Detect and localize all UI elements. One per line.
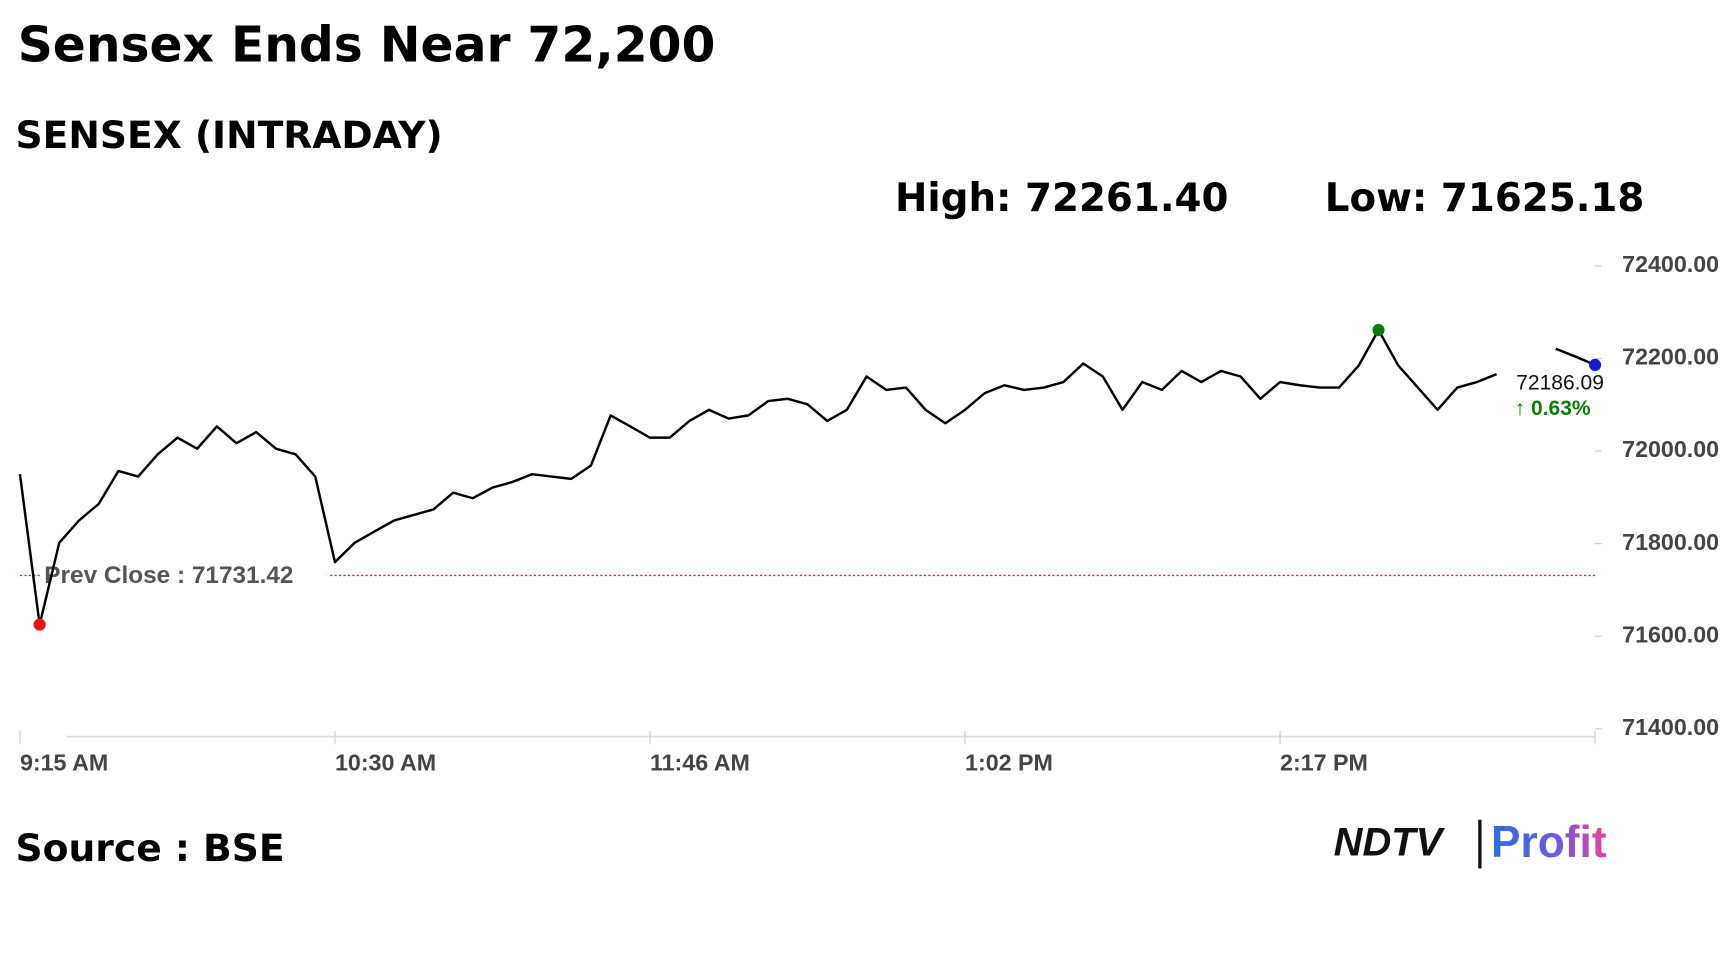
logo-profit: Profit <box>1491 818 1607 867</box>
last-value-label: 72186.09 <box>1516 371 1604 394</box>
y-tick-label: 72200.00 <box>1622 344 1719 370</box>
y-tick-label: 72400.00 <box>1622 251 1719 277</box>
y-tick-label: 71800.00 <box>1622 529 1719 555</box>
low-marker <box>33 618 46 631</box>
x-tick-label: 11:46 AM <box>650 749 750 775</box>
y-tick-label: 72000.00 <box>1622 436 1719 462</box>
x-tick-label: 10:30 AM <box>335 749 436 775</box>
high-marker <box>1372 323 1385 337</box>
y-tick-label: 71600.00 <box>1622 621 1719 647</box>
change-label: ↑ 0.63% <box>1515 397 1591 420</box>
x-tick-label: 9:15 AM <box>20 749 108 775</box>
y-tick-label: 71400.00 <box>1622 714 1719 740</box>
logo-ndtv: NDTV <box>1334 821 1446 865</box>
title: Sensex Ends Near 72,200 <box>18 18 716 74</box>
prev-close-bg <box>39 557 328 591</box>
low-label: Low: 71625.18 <box>1325 176 1645 221</box>
last-marker <box>1588 358 1602 371</box>
price-line <box>18 328 1596 626</box>
x-tick-label: 2:17 PM <box>1280 749 1368 775</box>
prev-close-label: Prev Close : 71731.42 <box>44 562 293 589</box>
source: Source : BSE <box>16 826 285 870</box>
high-label: High: 72261.40 <box>895 176 1228 221</box>
subtitle: SENSEX (INTRADAY) <box>16 113 443 157</box>
x-tick-label: 1:02 PM <box>965 749 1053 775</box>
